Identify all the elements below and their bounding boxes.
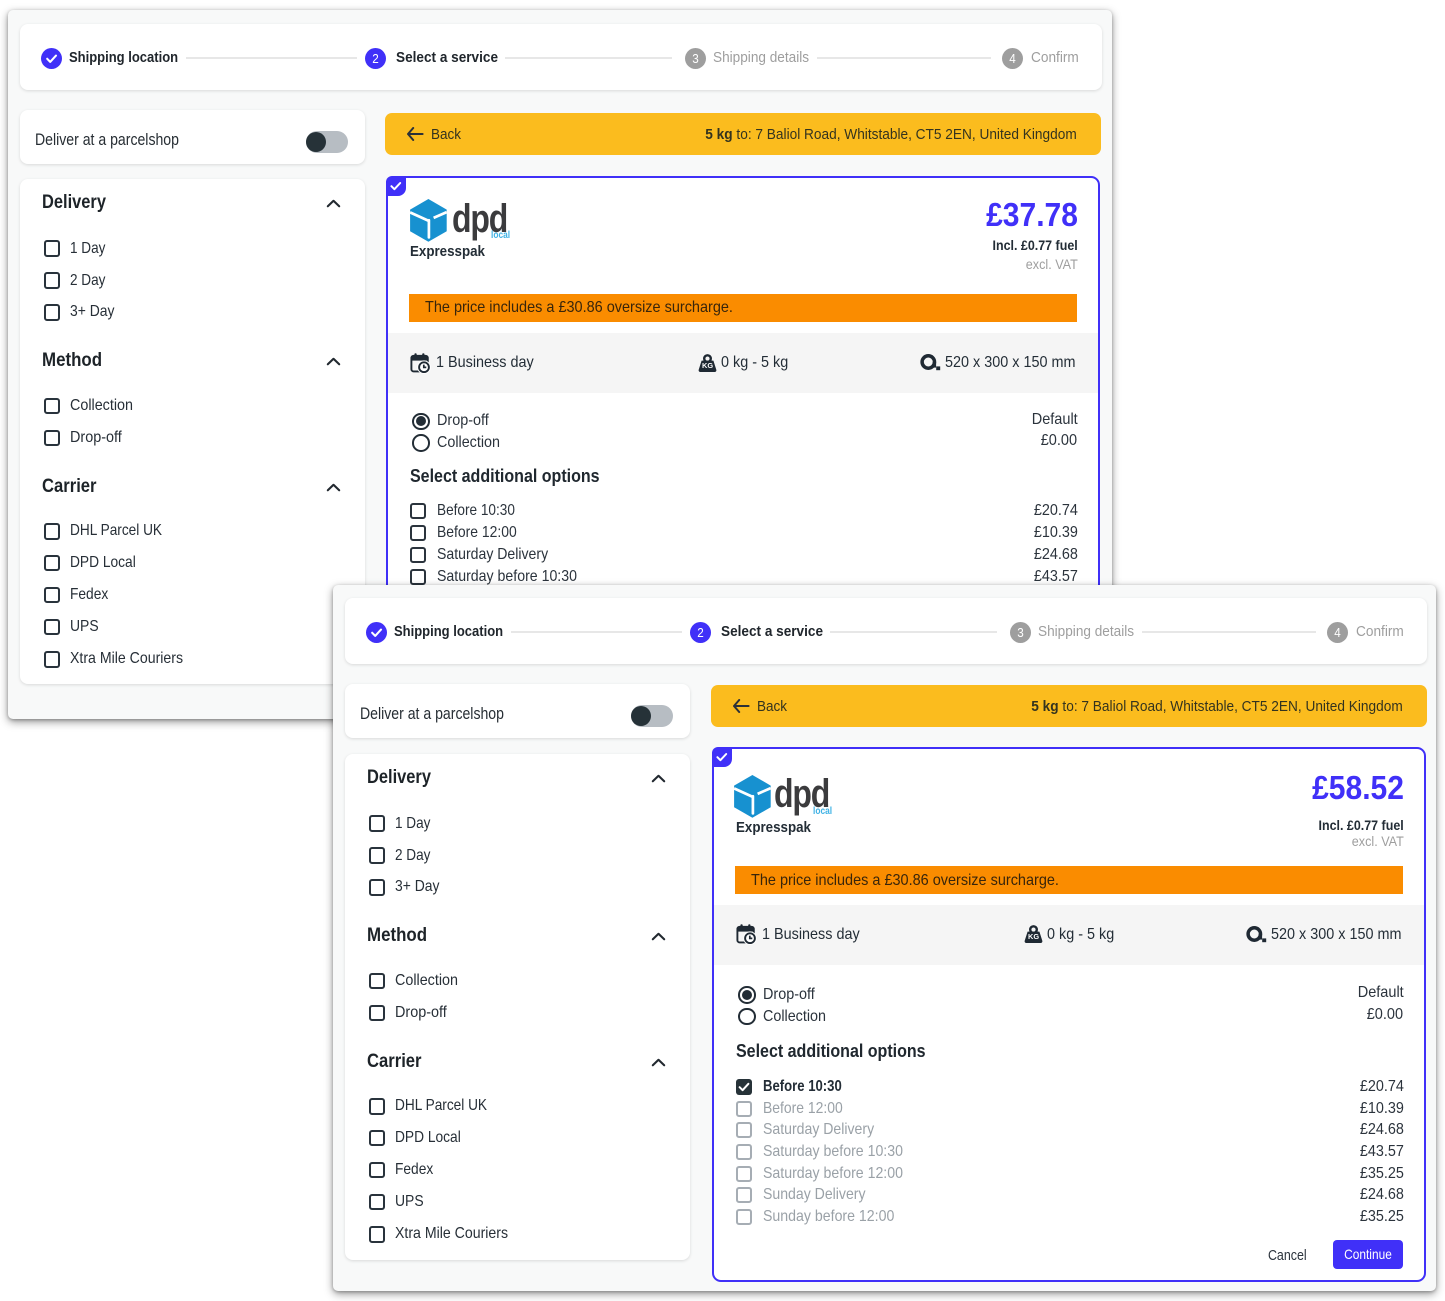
- svg-text:KG: KG: [702, 361, 713, 370]
- svg-text:KG: KG: [1028, 932, 1039, 941]
